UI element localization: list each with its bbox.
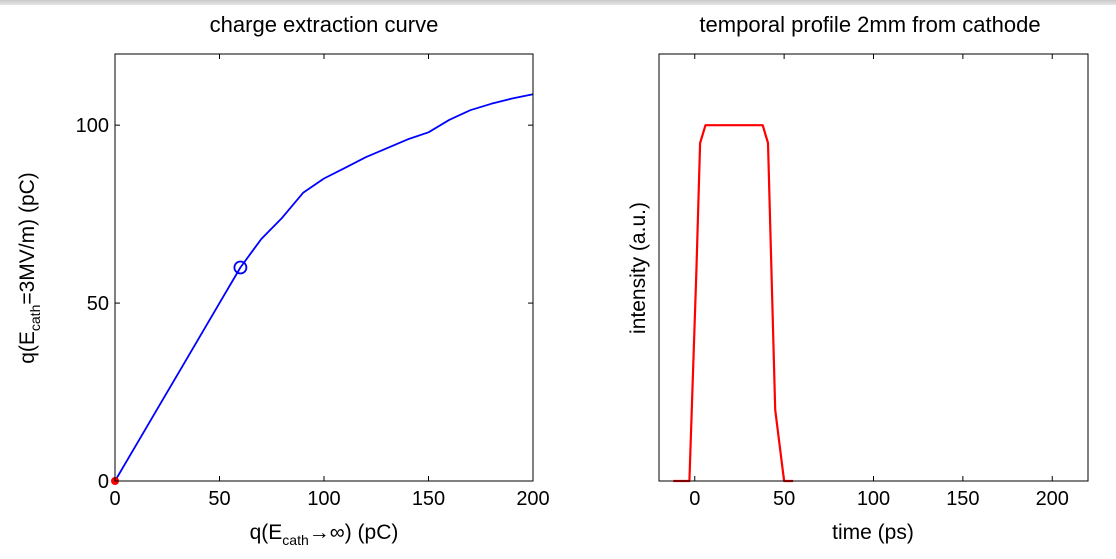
x-axis-label: time (ps) [832,521,914,544]
plot-area [659,54,1088,481]
y-tick-label: 0 [98,471,109,493]
y-tick-label: 100 [76,115,109,137]
series-line-0 [114,93,534,482]
x-tick-label: 0 [689,488,700,510]
charge-extraction-chart: charge extraction curve 0 50 100 150 200 0 50 1… [16,12,550,548]
y-axis-label: q(Ecath=3MV/m) (pC) [16,172,43,364]
x-tick-label: 50 [773,488,795,510]
x-tick-label: 200 [516,488,549,510]
chart-title: charge extraction curve [210,12,439,37]
x-axis-label: q(Ecath→∞) (pC) [250,521,399,548]
plot-area [115,54,533,481]
data-point-marker [233,260,248,275]
x-tick-label: 50 [208,488,230,510]
x-tick-label: 150 [412,488,445,510]
axes-box [114,53,534,482]
window-top-strip [0,0,1116,5]
x-tick-label: 150 [946,488,979,510]
chart-title: temporal profile 2mm from cathode [699,12,1040,37]
x-tick-label: 0 [109,488,120,510]
x-tick-label: 100 [857,488,890,510]
y-tick-label: 50 [87,293,109,315]
temporal-profile-chart: temporal profile 2mm from cathode 0 50 100… [627,12,1089,544]
x-tick-label: 200 [1036,488,1069,510]
y-axis-label: intensity (a.u.) [627,202,650,334]
axes-box [658,53,1089,482]
x-tick-label: 100 [307,488,340,510]
series-line-0 [673,124,794,483]
